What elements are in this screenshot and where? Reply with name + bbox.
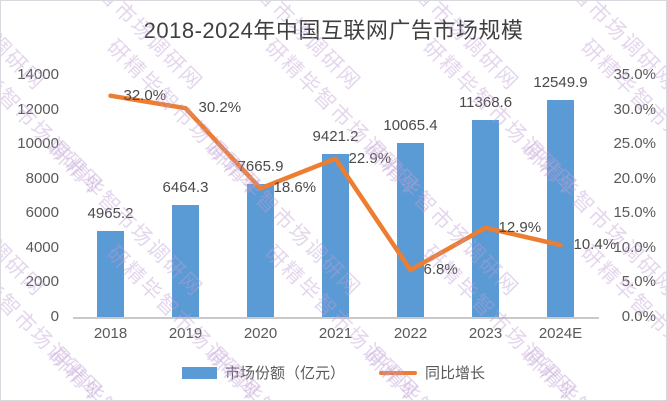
bar-value-label: 4965.2	[87, 205, 134, 223]
bar-value-label: 11368.6	[458, 94, 513, 112]
line-value-label: 30.2%	[198, 99, 242, 117]
y-axis-left-tick-label: 8000	[25, 169, 59, 187]
x-axis-label: 2021	[318, 325, 353, 342]
bar	[322, 154, 349, 317]
y-axis-right-tick-label: 5.0%	[621, 273, 656, 291]
line-value-label: 10.4%	[573, 236, 617, 254]
bar	[397, 143, 424, 317]
bar	[472, 120, 499, 317]
line-series-swatch	[379, 370, 417, 375]
x-axis-line	[73, 317, 599, 319]
legend: 市场份额（亿元） 同比增长	[1, 362, 666, 383]
x-axis-label: 2020	[243, 325, 278, 342]
x-axis-label: 2022	[393, 325, 428, 342]
x-axis-label: 2019	[168, 325, 203, 342]
y-axis-right-tick-label: 35.0%	[613, 66, 656, 83]
bar	[97, 231, 124, 317]
line-value-label: 22.9%	[348, 149, 392, 167]
line-value-label: 18.6%	[273, 179, 317, 197]
growth-line	[108, 93, 563, 273]
y-axis-right-tick-label: 25.0%	[613, 135, 656, 153]
y-axis-right-tick-label: 10.0%	[613, 238, 656, 256]
bar	[247, 184, 274, 317]
chart-title: 2018-2024年中国互联网广告市场规模	[143, 18, 524, 43]
line-value-label: 32.0%	[123, 86, 167, 104]
y-axis-right-tick-label: 20.0%	[613, 169, 656, 187]
bar-value-label: 6464.3	[162, 179, 209, 197]
y-axis-left-tick-label: 14000	[17, 66, 59, 83]
y-axis-right-tick-label: 0.0%	[621, 308, 656, 325]
bar	[172, 205, 199, 317]
y-axis-left-tick-label: 6000	[25, 204, 59, 222]
y-axis-left-tick-label: 12000	[17, 100, 59, 118]
bar	[547, 100, 574, 317]
bar-series-swatch	[181, 366, 217, 379]
bar-value-label: 9421.2	[312, 128, 359, 146]
x-axis-label: 2023	[468, 325, 503, 342]
bar-value-label: 10065.4	[383, 117, 438, 134]
legend-item-line-series: 同比增长	[379, 362, 485, 383]
bar-value-label: 7665.9	[237, 158, 284, 176]
y-axis-left-tick-label: 10000	[17, 135, 59, 153]
y-axis-right-tick-label: 15.0%	[613, 204, 656, 222]
line-value-label: 6.8%	[423, 260, 458, 278]
legend-item-bar-series: 市场份额（亿元）	[181, 362, 345, 383]
y-axis-left-tick-label: 4000	[25, 238, 59, 256]
legend-label: 市场份额（亿元）	[224, 365, 345, 382]
y-axis-right-tick-label: 30.0%	[613, 100, 656, 118]
line-value-label: 12.9%	[498, 218, 542, 236]
y-axis-left-tick-label: 0	[50, 308, 59, 325]
bar-value-label: 12549.9	[533, 74, 588, 92]
legend-label: 同比增长	[425, 365, 486, 382]
y-axis-left-tick-label: 2000	[25, 273, 59, 291]
x-axis-label: 2024E	[538, 325, 583, 342]
x-axis-label: 2018	[93, 325, 128, 342]
